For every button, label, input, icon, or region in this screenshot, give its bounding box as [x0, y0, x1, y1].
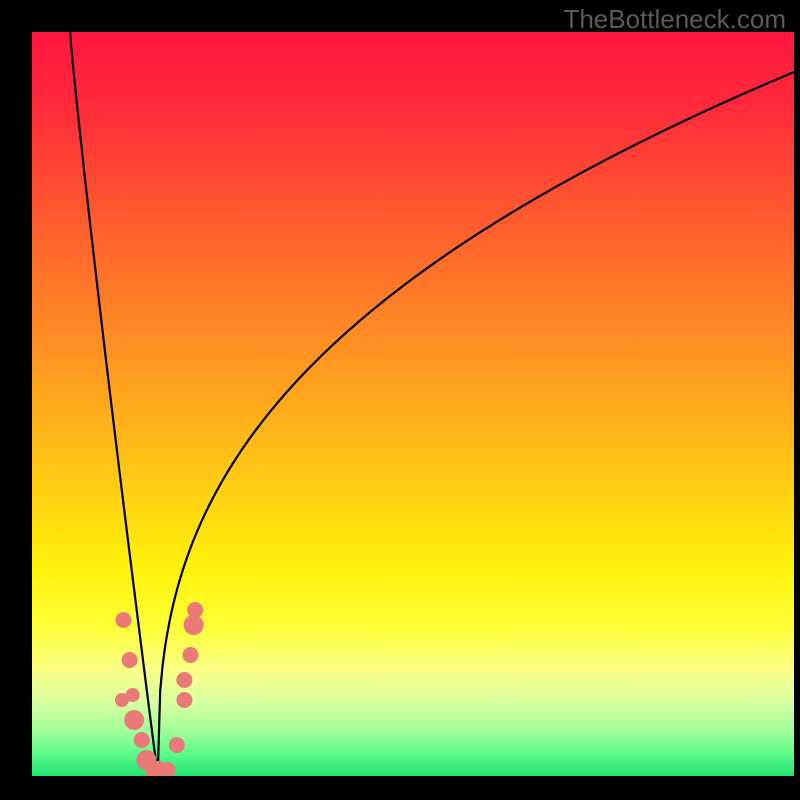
chart-canvas: [0, 0, 800, 800]
bottleneck-chart: TheBottleneck.com: [0, 0, 800, 800]
watermark-label: TheBottleneck.com: [563, 4, 786, 35]
